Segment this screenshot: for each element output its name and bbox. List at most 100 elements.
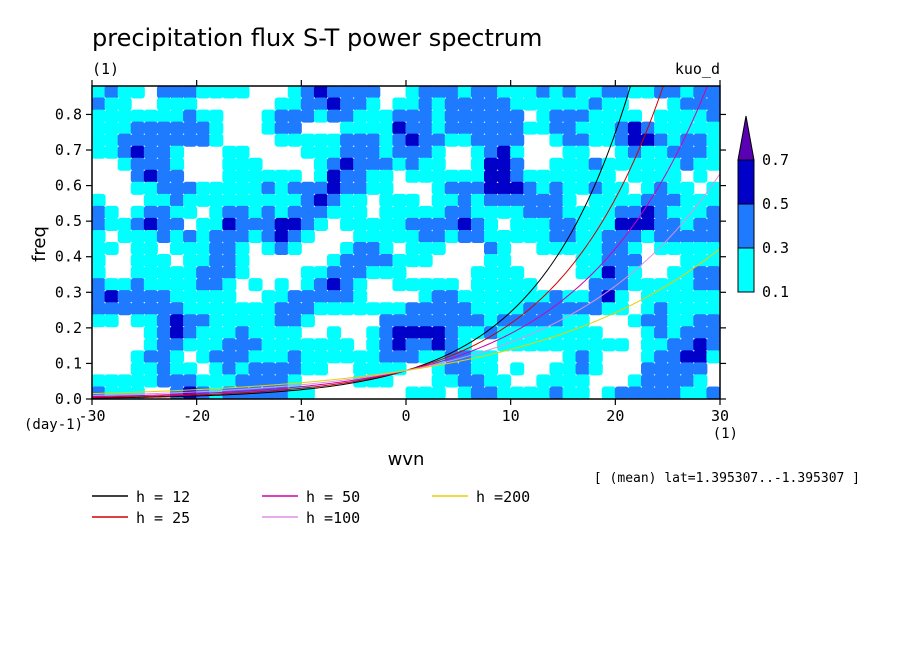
field-cell [484,121,499,135]
field-cell [693,362,708,376]
field-cell [392,314,407,328]
field-cell [156,121,171,135]
field-cell [706,157,720,171]
y-axis-label: freq [29,226,50,262]
legend-label: h = 25 [136,509,190,527]
field-cell [209,242,224,256]
field-cell [92,229,106,243]
field-cell [340,338,355,352]
field-cell [353,97,368,111]
field-cell [680,314,695,328]
field-cell [457,181,472,195]
field-cell [470,302,485,316]
field-cell [693,386,708,399]
field-cell [470,290,485,304]
field-cell [693,205,708,219]
field-cell [156,229,171,243]
field-cell [156,254,171,268]
field-cell [156,350,171,364]
field-cell [287,121,302,135]
field-cell [588,229,603,243]
field-cell [340,86,355,99]
field-cell [353,266,368,280]
field-cell [183,362,198,376]
field-cell [261,229,276,243]
field-cell [575,314,590,328]
field-cell [274,109,289,123]
x-tick-label: -10 [288,407,315,425]
field-cell [667,350,682,364]
field-cell [313,266,328,280]
field-cell [431,217,446,231]
field-cell [706,254,720,268]
field-cell [614,145,629,159]
field-cell [693,157,708,171]
field-cell [130,242,145,256]
field-cell [457,169,472,183]
field-cell [680,386,695,399]
field-cell [654,350,669,364]
field-cell [470,229,485,243]
field-cell [667,205,682,219]
field-cell [405,86,420,99]
field-cell [183,181,198,195]
field-cell [575,133,590,147]
field-cell [523,314,538,328]
field-cell [313,193,328,207]
x-tick-label: 20 [606,407,624,425]
field-cell [654,314,669,328]
field-cell [366,86,381,99]
field-cell [654,242,669,256]
field-cell [222,86,237,99]
field-cell [287,338,302,352]
field-cell [693,350,708,364]
field-cell [431,229,446,243]
field-cell [562,193,577,207]
y-tick-label: 0.0 [55,390,82,408]
field-cell [300,133,315,147]
field-cell [667,145,682,159]
field-cell [575,169,590,183]
field-cell [104,242,119,256]
field-cell [510,181,525,195]
field-cell [130,145,145,159]
field-cell [156,205,171,219]
field-cell [287,169,302,183]
field-cell [92,302,106,316]
field-cell [274,205,289,219]
field-cell [353,157,368,171]
y-tick-label: 0.2 [55,319,82,337]
field-cell [680,338,695,352]
field-cell [379,350,394,364]
field-cell [405,302,420,316]
field-cell [667,290,682,304]
field-cell [92,86,106,99]
field-cell [523,217,538,231]
field-cell [405,121,420,135]
field-cell [196,278,211,292]
field-cell [680,326,695,340]
field-cell [248,229,263,243]
field-cell [222,326,237,340]
field-cell [170,242,185,256]
field-cell [654,290,669,304]
field-cell [418,145,433,159]
field-cell [431,326,446,340]
field-cell [706,229,720,243]
field-cell [353,86,368,99]
field-cell [196,181,211,195]
field-cell [92,121,106,135]
field-cell [92,133,106,147]
field-cell [654,338,669,352]
field-cell [627,109,642,123]
field-cell [248,169,263,183]
field-cell [300,97,315,111]
field-cell [379,217,394,231]
field-cell [235,145,250,159]
field-cell [680,157,695,171]
field-cell [353,217,368,231]
field-cell [497,290,512,304]
field-cell [405,169,420,183]
field-cell [104,133,119,147]
field-cell [104,314,119,328]
